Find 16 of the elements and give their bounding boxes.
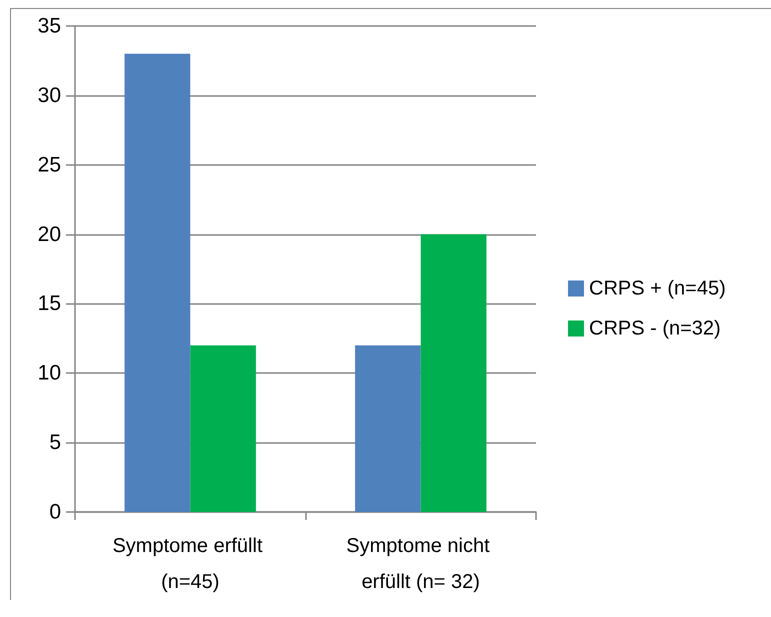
y-tick-label: 0: [49, 500, 61, 524]
y-tick-label: 25: [38, 153, 61, 176]
y-tick-label: 10: [38, 362, 61, 385]
y-tick-label: 20: [38, 222, 61, 246]
legend-label: CRPS - (n=32): [589, 318, 721, 340]
x-tick-label: Symptome erfüllt (n=45): [112, 535, 268, 593]
bar: [355, 345, 421, 512]
y-tick-label: 35: [38, 14, 61, 38]
x-tick-label: Symptome nicht erfüllt (n= 32): [346, 535, 496, 593]
legend-label: CRPS + (n=45): [589, 278, 726, 300]
bar: [420, 234, 486, 512]
bar: [190, 345, 256, 512]
y-tick-label: 30: [38, 84, 61, 107]
y-tick-label: 15: [38, 292, 61, 316]
bar: [124, 54, 190, 512]
y-tick-label: 5: [49, 431, 61, 454]
